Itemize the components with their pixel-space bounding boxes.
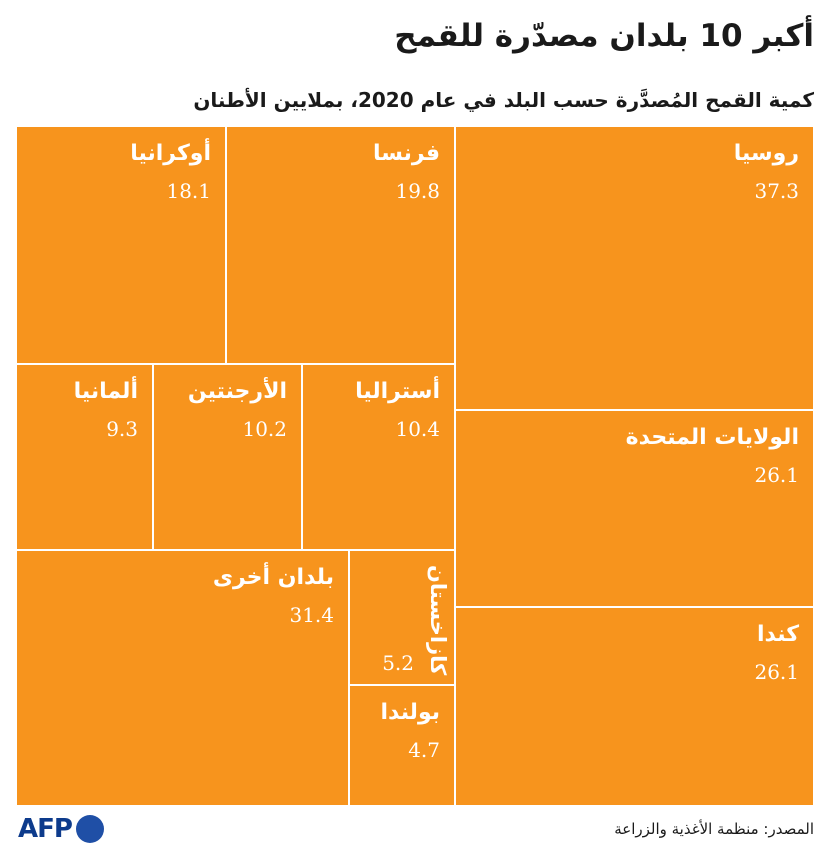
tile-value: 5.2 [382,651,414,675]
tile-value: 26.1 [754,660,799,684]
tile-label: ألمانيا [73,379,138,404]
tile-value: 26.1 [754,463,799,487]
tile-france: فرنسا 19.8 [226,126,455,364]
tile-argentina: الأرجنتين 10.2 [153,364,302,550]
tile-label: الولايات المتحدة [625,425,799,450]
tile-value: 37.3 [754,179,799,203]
chart-subtitle: كمية القمح المُصدَّرة حسب البلد في عام 2… [193,88,814,112]
tile-value: 19.8 [395,179,440,203]
treemap: روسيا 37.3 الولايات المتحدة 26.1 كندا 26… [16,126,814,806]
tile-label: كندا [756,622,799,647]
tile-united-states: الولايات المتحدة 26.1 [455,410,814,607]
tile-australia: أستراليا 10.4 [302,364,455,550]
tile-value: 10.4 [395,417,440,441]
tile-other-countries: بلدان أخرى 31.4 [16,550,349,806]
tile-value: 18.1 [166,179,211,203]
tile-canada: كندا 26.1 [455,607,814,806]
afp-logo-dot-icon [75,815,104,843]
tile-value: 10.2 [242,417,287,441]
tile-label: أستراليا [355,379,440,404]
tile-label: فرنسا [373,141,440,166]
tile-label: أوكرانيا [130,141,211,166]
tile-label: الأرجنتين [187,379,287,404]
tile-kazakhstan: كازاخستان 5.2 [349,550,455,685]
chart-title: أكبر 10 بلدان مصدّرة للقمح [394,18,814,54]
afp-logo: AFP [18,812,104,846]
source-note: المصدر: منظمة الأغذية والزراعة [614,820,814,838]
tile-label: بلدان أخرى [212,565,334,590]
tile-value: 4.7 [408,738,440,762]
afp-logo-text: AFP [18,814,73,844]
tile-russia: روسيا 37.3 [455,126,814,410]
tile-ukraine: أوكرانيا 18.1 [16,126,226,364]
tile-label: بولندا [380,700,440,725]
tile-label: كازاخستان [426,565,450,676]
tile-value: 31.4 [289,603,334,627]
tile-label: روسيا [733,141,799,166]
tile-value: 9.3 [106,417,138,441]
tile-poland: بولندا 4.7 [349,685,455,806]
tile-germany: ألمانيا 9.3 [16,364,153,550]
